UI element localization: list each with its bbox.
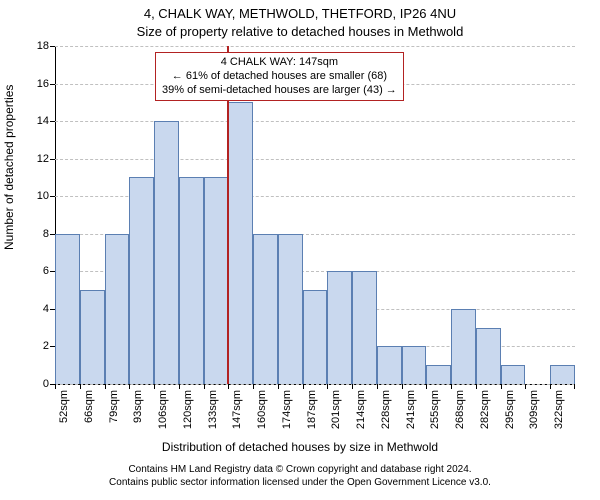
xtick-mark — [426, 384, 427, 389]
footer-text: Contains HM Land Registry data © Crown c… — [0, 464, 600, 489]
xtick-mark — [228, 384, 229, 389]
xtick-label: 66sqm — [83, 390, 95, 423]
xtick-mark — [303, 384, 304, 389]
xtick-label: 147sqm — [231, 390, 243, 429]
xtick-mark — [377, 384, 378, 389]
histogram-bar — [179, 177, 204, 384]
xtick-mark — [55, 384, 56, 389]
ytick-label: 8 — [43, 228, 49, 240]
footer-line2: Contains public sector information licen… — [0, 477, 600, 490]
xtick-label: 214sqm — [355, 390, 367, 429]
histogram-bar — [80, 290, 105, 384]
xtick-label: 201sqm — [330, 390, 342, 429]
chart-title-line2: Size of property relative to detached ho… — [0, 24, 600, 39]
histogram-bar — [154, 121, 179, 384]
ytick-label: 10 — [37, 190, 49, 202]
annotation-line3: 39% of semi-detached houses are larger (… — [162, 84, 397, 98]
xtick-mark — [154, 384, 155, 389]
ytick-label: 4 — [43, 303, 49, 315]
ytick-label: 18 — [37, 40, 49, 52]
chart-title-line1: 4, CHALK WAY, METHWOLD, THETFORD, IP26 4… — [0, 6, 600, 21]
xtick-mark — [179, 384, 180, 389]
xtick-label: 174sqm — [281, 390, 293, 429]
xtick-label: 241sqm — [405, 390, 417, 429]
ytick-mark — [50, 121, 55, 122]
xtick-label: 120sqm — [182, 390, 194, 429]
ytick-label: 2 — [43, 340, 49, 352]
xtick-label: 268sqm — [454, 390, 466, 429]
footer-line1: Contains HM Land Registry data © Crown c… — [0, 464, 600, 477]
xtick-label: 160sqm — [256, 390, 268, 429]
ytick-mark — [50, 196, 55, 197]
xtick-label: 255sqm — [429, 390, 441, 429]
histogram-bar — [278, 234, 303, 384]
gridline — [55, 121, 575, 122]
histogram-bar — [377, 346, 402, 384]
ytick-mark — [50, 159, 55, 160]
x-axis-label: Distribution of detached houses by size … — [0, 440, 600, 454]
plot-area: 02468101214161852sqm66sqm79sqm93sqm106sq… — [55, 46, 575, 384]
histogram-bar — [352, 271, 377, 384]
histogram-bar — [105, 234, 130, 384]
histogram-bar — [501, 365, 526, 384]
gridline — [55, 384, 575, 385]
ytick-mark — [50, 46, 55, 47]
xtick-label: 52sqm — [58, 390, 70, 423]
gridline — [55, 46, 575, 47]
ytick-label: 0 — [43, 378, 49, 390]
ytick-mark — [50, 84, 55, 85]
xtick-mark — [476, 384, 477, 389]
histogram-bar — [228, 102, 253, 384]
xtick-label: 106sqm — [157, 390, 169, 429]
xtick-mark — [550, 384, 551, 389]
xtick-mark — [204, 384, 205, 389]
xtick-mark — [501, 384, 502, 389]
xtick-label: 93sqm — [132, 390, 144, 423]
xtick-mark — [327, 384, 328, 389]
xtick-mark — [253, 384, 254, 389]
xtick-mark — [278, 384, 279, 389]
ytick-label: 16 — [37, 78, 49, 90]
histogram-bar — [204, 177, 229, 384]
ytick-label: 14 — [37, 115, 49, 127]
annotation-line1: 4 CHALK WAY: 147sqm — [162, 56, 397, 70]
xtick-mark — [451, 384, 452, 389]
histogram-bar — [327, 271, 352, 384]
xtick-label: 322sqm — [553, 390, 565, 429]
xtick-label: 282sqm — [479, 390, 491, 429]
annotation-line2: ← 61% of detached houses are smaller (68… — [162, 70, 397, 84]
ytick-label: 6 — [43, 265, 49, 277]
y-axis-label: Number of detached properties — [2, 85, 16, 250]
histogram-bar — [426, 365, 451, 384]
xtick-label: 187sqm — [306, 390, 318, 429]
xtick-label: 228sqm — [380, 390, 392, 429]
annotation-box: 4 CHALK WAY: 147sqm ← 61% of detached ho… — [155, 52, 404, 101]
histogram-bar — [55, 234, 80, 384]
xtick-label: 79sqm — [108, 390, 120, 423]
xtick-mark — [574, 384, 575, 389]
histogram-bar — [402, 346, 427, 384]
xtick-label: 133sqm — [207, 390, 219, 429]
xtick-mark — [105, 384, 106, 389]
chart-container: 4, CHALK WAY, METHWOLD, THETFORD, IP26 4… — [0, 0, 600, 500]
xtick-label: 309sqm — [528, 390, 540, 429]
ytick-label: 12 — [37, 153, 49, 165]
xtick-label: 295sqm — [504, 390, 516, 429]
histogram-bar — [129, 177, 154, 384]
xtick-mark — [352, 384, 353, 389]
gridline — [55, 159, 575, 160]
xtick-mark — [525, 384, 526, 389]
histogram-bar — [253, 234, 278, 384]
histogram-bar — [451, 309, 476, 384]
histogram-bar — [476, 328, 501, 384]
histogram-bar — [303, 290, 328, 384]
xtick-mark — [129, 384, 130, 389]
histogram-bar — [550, 365, 575, 384]
xtick-mark — [80, 384, 81, 389]
xtick-mark — [402, 384, 403, 389]
